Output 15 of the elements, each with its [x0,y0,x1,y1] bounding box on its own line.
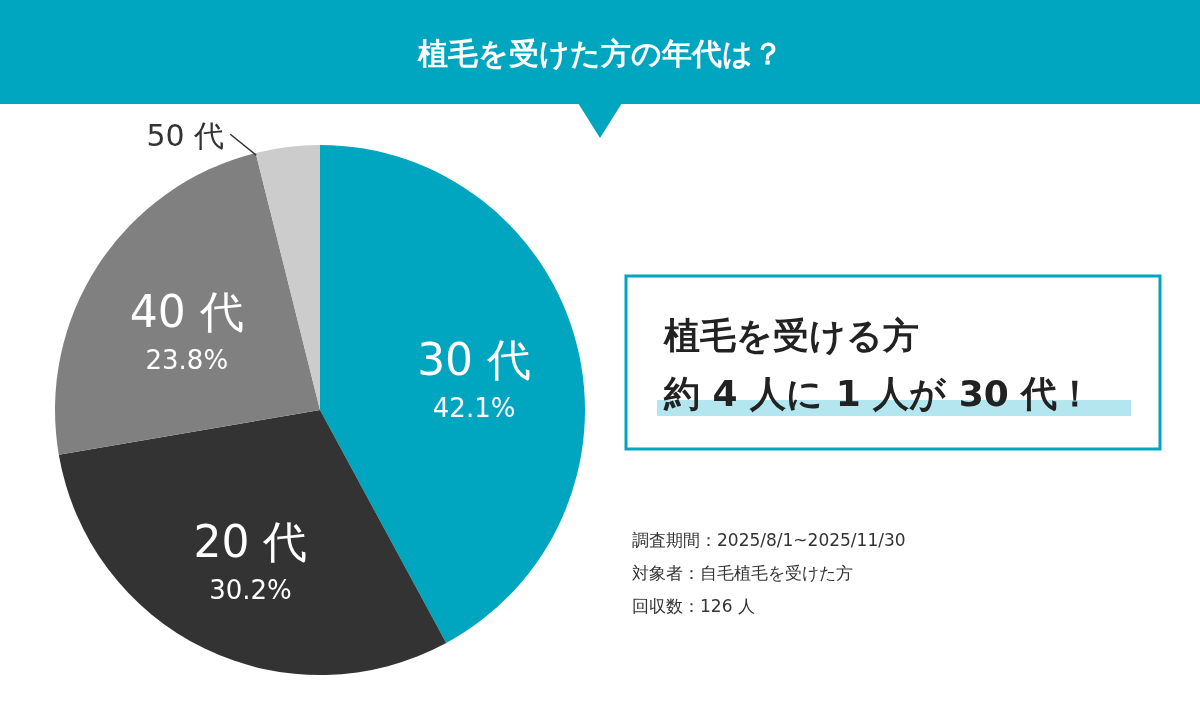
slice-label: 20 代 [193,516,308,568]
slice-label: 40 代 [129,286,244,338]
text: 回収数：126 人 [632,596,755,616]
text: 対象者：自毛植毛を受けた方 [632,563,853,583]
callout: 植毛を受ける方 約 4 人に 1 人が 30 代！ [624,274,1162,451]
slice-label: 50 代 [146,118,225,154]
data-label: 42.1% [432,392,516,423]
slice-label: 30 代 [417,333,532,385]
pie-slice [255,145,320,410]
pie-slice [55,152,320,455]
pie-slice [320,145,585,644]
data-label: 23.8% [145,345,229,376]
chart-title: 植毛を受けた方の年代は？ [416,36,783,71]
data-label: 30.2% [209,575,292,606]
text: 調査期間：2025/8/1~2025/11/30 [632,530,906,550]
